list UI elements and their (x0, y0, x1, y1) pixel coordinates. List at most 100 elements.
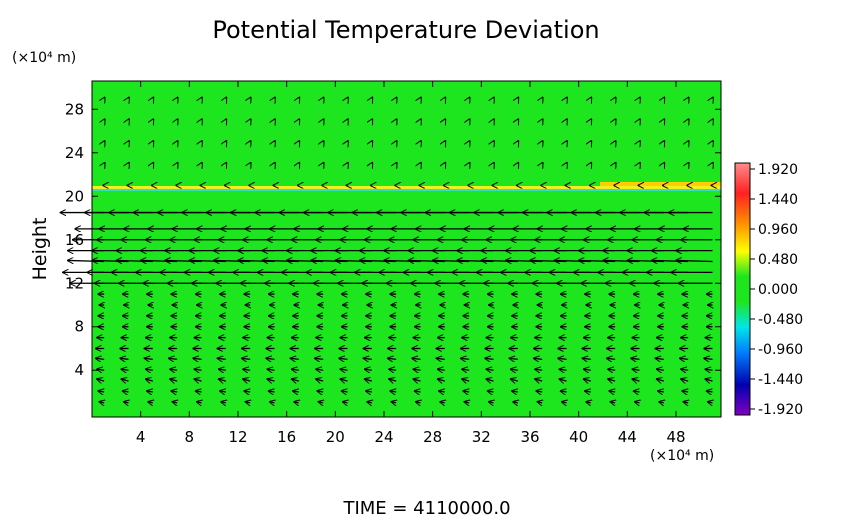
y-tick-label: 16 (65, 231, 84, 249)
vector-arrow (390, 391, 396, 392)
vector-arrow (485, 358, 494, 359)
vector-arrow (120, 358, 129, 359)
vector-arrow (664, 163, 665, 164)
vector-arrow (615, 141, 616, 142)
vector-arrow (615, 163, 616, 164)
colorbar-tick-label: 1.440 (758, 192, 798, 208)
vector-arrow (609, 391, 615, 392)
vector-arrow (274, 119, 275, 120)
vector-arrow (664, 141, 665, 142)
vector-arrow (177, 119, 178, 120)
vector-arrow (542, 119, 543, 120)
vector-arrow (372, 119, 373, 120)
stripe (92, 186, 721, 189)
vector-arrow (396, 141, 397, 142)
vector-arrow (153, 119, 154, 120)
vector-arrow (189, 260, 226, 261)
vector-arrow (463, 391, 469, 392)
vector-arrow (688, 141, 689, 142)
vector-arrow (396, 97, 397, 98)
vector-arrow (639, 97, 640, 98)
vector-arrow (559, 369, 567, 370)
vector-arrow (146, 379, 154, 381)
stripe (600, 182, 721, 186)
vector-arrow (518, 97, 519, 98)
vector-arrow (267, 369, 275, 370)
x-unit: (×10⁴ m) (650, 448, 714, 464)
vector-arrow (194, 369, 202, 370)
vector-arrow (511, 379, 519, 381)
vector-arrow (121, 379, 129, 381)
vector-arrow (226, 119, 227, 120)
vector-arrow (464, 402, 469, 403)
vector-arrow (294, 402, 299, 403)
x-tick-label: 36 (520, 428, 539, 446)
vector-arrow (436, 358, 445, 359)
vector-arrow (363, 358, 372, 359)
vector-arrow (197, 402, 202, 403)
vector-arrow (170, 379, 178, 381)
vector-arrow (323, 163, 324, 164)
vector-arrow (530, 260, 567, 261)
vector-arrow (384, 260, 421, 261)
x-tick-label: 28 (423, 428, 442, 446)
vector-arrow (372, 141, 373, 142)
y-tick-label: 12 (65, 274, 84, 292)
vector-arrow (469, 163, 470, 164)
y-tick-label: 24 (65, 144, 84, 162)
vector-arrow (268, 391, 274, 392)
vector-arrow (153, 141, 154, 142)
vector-arrow (316, 369, 324, 370)
y-axis-label: Height (29, 218, 51, 281)
vector-arrow (558, 358, 567, 359)
vector-arrow (535, 369, 543, 370)
vector-arrow (676, 260, 713, 261)
vector-arrow (681, 379, 689, 381)
vector-arrow (311, 260, 348, 261)
vector-arrow (584, 369, 591, 370)
vector-arrow (389, 369, 397, 370)
vector-arrow (98, 391, 104, 392)
vector-arrow (372, 97, 373, 98)
vector-arrow (250, 97, 251, 98)
vector-arrow (635, 402, 640, 403)
vector-arrow (170, 369, 178, 370)
vector-arrow (705, 369, 713, 370)
vector-arrow (486, 369, 494, 370)
colorbar-tick-label: 0.480 (758, 252, 798, 268)
vector-arrow (226, 141, 227, 142)
vector-arrow (177, 141, 178, 142)
vector-arrow (481, 260, 518, 261)
vector-arrow (658, 391, 664, 392)
vector-arrow (250, 119, 251, 120)
vector-arrow (323, 141, 324, 142)
vector-arrow (250, 141, 251, 142)
vector-arrow (632, 369, 640, 370)
vector-arrow (680, 358, 689, 359)
vector-arrow (144, 358, 153, 359)
vector-arrow (469, 141, 470, 142)
vector-arrow (412, 358, 421, 359)
vector-arrow (97, 379, 105, 381)
vector-arrow (335, 260, 372, 261)
vector-arrow (217, 358, 226, 359)
vector-arrow (608, 379, 616, 381)
vector-arrow (201, 163, 202, 164)
vector-arrow (688, 163, 689, 164)
vector-arrow (462, 379, 470, 381)
vector-arrow (316, 379, 324, 381)
vector-arrow (413, 379, 421, 381)
vector-arrow (518, 141, 519, 142)
vector-arrow (445, 163, 446, 164)
footer: TIME = 4110000.0 (342, 498, 510, 519)
vector-arrow (287, 260, 324, 261)
vector-arrow (339, 358, 348, 359)
vector-arrow (171, 391, 177, 392)
vector-arrow (177, 97, 178, 98)
vector-arrow (439, 391, 445, 392)
vector-arrow (299, 163, 300, 164)
colorbar-tick-label: 1.920 (758, 162, 798, 178)
stripe (92, 189, 721, 191)
vector-arrow (292, 379, 300, 381)
